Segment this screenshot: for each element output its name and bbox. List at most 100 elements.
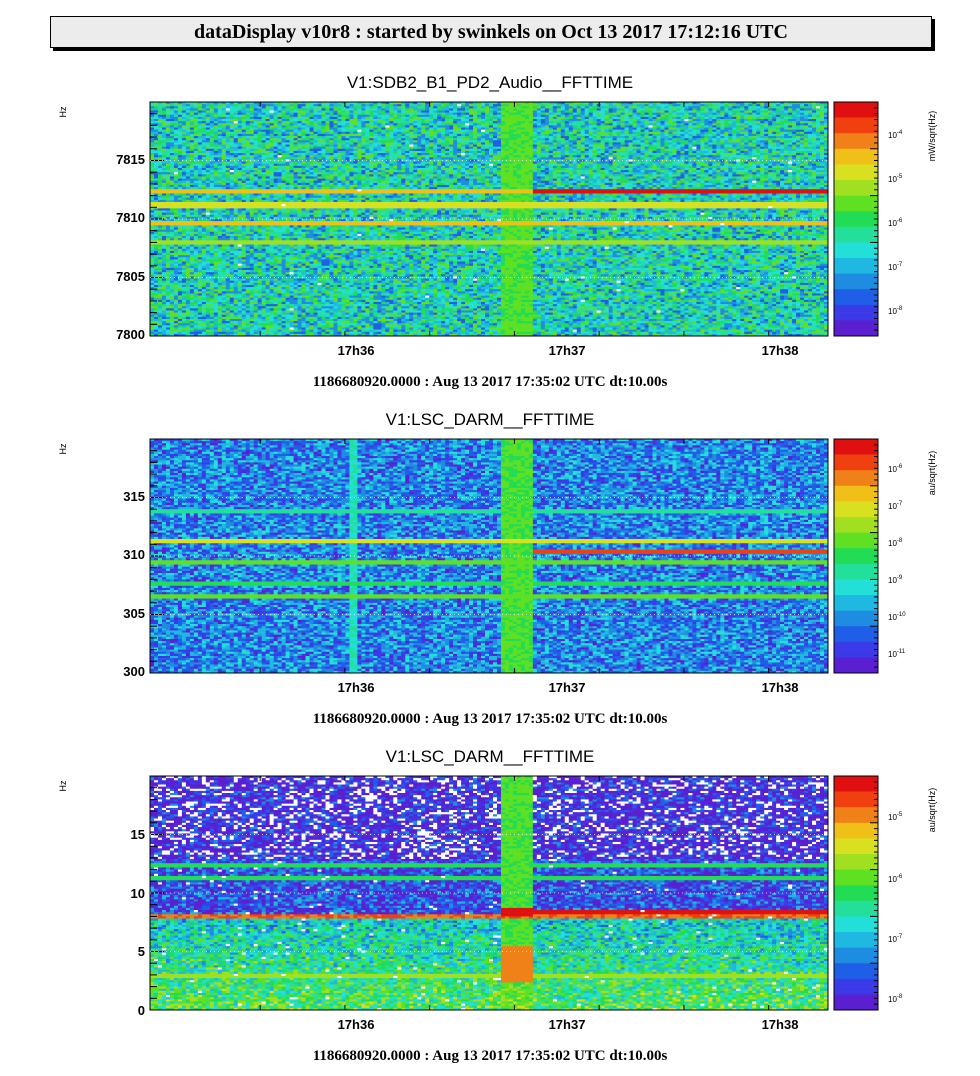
heatmap-cell	[668, 133, 673, 137]
heatmap-cell	[469, 140, 474, 143]
heatmap-cell	[189, 104, 195, 107]
heatmap-cell	[233, 133, 239, 137]
heatmap-cell	[189, 114, 195, 118]
heatmap-cell	[377, 140, 382, 143]
heatmap-cell	[189, 161, 195, 164]
heatmap-cell	[824, 142, 829, 145]
heatmap-cell	[289, 121, 294, 124]
heatmap-cell	[177, 119, 183, 122]
heatmap-cell	[337, 155, 342, 158]
heatmap-cell	[652, 140, 657, 143]
heatmap-cell	[341, 157, 346, 160]
heatmap-cell	[648, 104, 653, 107]
heatmap-cell	[441, 155, 446, 158]
heatmap-cell	[421, 140, 426, 143]
heatmap-cell	[788, 148, 793, 152]
heatmap-cell	[564, 161, 570, 164]
heatmap-cell	[640, 102, 645, 105]
heatmap-cell	[516, 127, 522, 130]
heatmap-cell	[257, 140, 262, 143]
heatmap-cell	[560, 110, 566, 113]
heatmap-cell	[285, 106, 290, 109]
heatmap-cell	[560, 142, 566, 145]
heatmap-cell	[792, 121, 797, 124]
heatmap-cell	[780, 136, 785, 139]
heatmap-cell	[281, 104, 286, 107]
heatmap-cell	[516, 133, 522, 137]
heatmap-cell	[249, 136, 254, 139]
heatmap-cell	[584, 125, 590, 128]
heatmap-cell	[624, 161, 629, 164]
heatmap-cell	[572, 116, 578, 120]
heatmap-cell	[225, 125, 231, 128]
heatmap-cell	[477, 155, 482, 158]
heatmap-cell	[784, 131, 789, 135]
heatmap-cell	[524, 140, 530, 143]
heatmap-cell	[309, 150, 314, 154]
heatmap-cell	[784, 116, 789, 120]
heatmap-cell	[265, 163, 270, 167]
heatmap-cell	[429, 104, 434, 107]
heatmap-cell	[221, 150, 227, 154]
heatmap-cell	[405, 161, 410, 164]
heatmap-cell	[532, 127, 538, 130]
heatmap-cell	[616, 142, 621, 145]
heatmap-cell	[353, 148, 358, 152]
heatmap-cell	[253, 104, 258, 107]
heatmap-cell	[492, 148, 498, 152]
heatmap-cell	[804, 157, 809, 160]
heatmap-cell	[265, 142, 270, 145]
heatmap-cell	[616, 131, 621, 135]
heatmap-cell	[700, 150, 705, 154]
heatmap-cell	[477, 106, 482, 109]
heatmap-cell	[636, 110, 641, 113]
heatmap-cell	[453, 153, 458, 156]
heatmap-cell	[772, 102, 777, 105]
heatmap-cell	[477, 104, 482, 107]
heatmap-cell	[520, 127, 526, 130]
heatmap-cell	[297, 161, 302, 164]
heatmap-cell	[489, 112, 494, 116]
heatmap-cell	[656, 112, 661, 116]
heatmap-cell	[676, 116, 681, 120]
heatmap-cell	[437, 104, 442, 107]
heatmap-cell	[297, 108, 302, 111]
heatmap-cell	[465, 129, 470, 133]
heatmap-cell	[469, 144, 474, 147]
heatmap-cell	[481, 114, 486, 118]
heatmap-cell	[736, 119, 741, 122]
heatmap-cell	[233, 116, 239, 120]
heatmap-cell	[692, 144, 697, 147]
heatmap-cell	[181, 121, 187, 124]
heatmap-cell	[473, 110, 478, 113]
heatmap-cell	[520, 110, 526, 113]
heatmap-cell	[445, 140, 450, 143]
heatmap-cell	[756, 119, 761, 122]
heatmap-cell	[217, 104, 223, 107]
heatmap-cell	[568, 123, 574, 126]
heatmap-cell	[349, 140, 354, 143]
heatmap-cell	[820, 119, 825, 122]
heatmap-cell	[524, 114, 530, 118]
heatmap-cell	[752, 144, 757, 147]
heatmap-cell	[784, 155, 789, 158]
heatmap-cell	[157, 121, 163, 124]
heatmap-cell	[349, 108, 354, 111]
heatmap-cell	[808, 106, 813, 109]
heatmap-cell	[393, 127, 398, 130]
heatmap-cell	[249, 153, 254, 156]
heatmap-cell	[405, 102, 410, 105]
heatmap-cell	[604, 144, 609, 147]
heatmap-cell	[333, 121, 338, 124]
heatmap-cell	[560, 131, 566, 135]
heatmap-cell	[648, 110, 653, 113]
heatmap-cell	[305, 136, 310, 139]
heatmap-cell	[409, 108, 414, 111]
heatmap-cell	[421, 102, 426, 105]
heatmap-cell	[700, 106, 705, 109]
heatmap-cell	[580, 112, 586, 116]
heatmap-cell	[796, 153, 801, 156]
heatmap-cell	[772, 104, 777, 107]
heatmap-cell	[289, 114, 294, 118]
heatmap-cell	[329, 114, 334, 118]
